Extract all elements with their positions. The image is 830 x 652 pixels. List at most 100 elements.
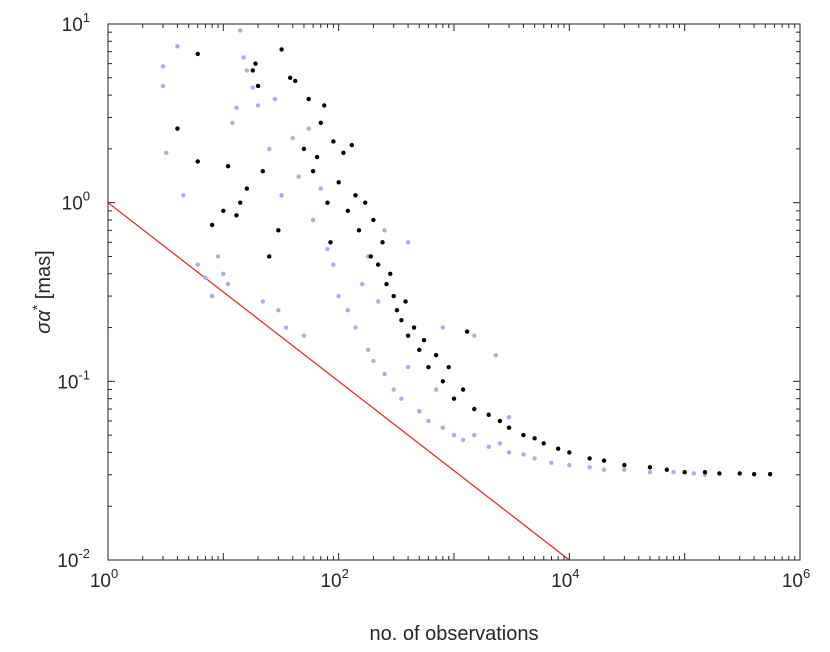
data-point <box>493 353 498 358</box>
data-point <box>587 456 592 461</box>
data-point <box>451 432 457 438</box>
data-point <box>521 432 526 438</box>
data-point <box>325 200 330 205</box>
x-tick-label-exponent: 6 <box>803 566 810 581</box>
data-point <box>203 275 208 280</box>
data-point <box>472 406 477 412</box>
x-axis-label: no. of observations <box>370 623 539 645</box>
data-point <box>237 200 243 205</box>
data-point <box>737 471 742 476</box>
data-point <box>403 299 408 304</box>
data-point <box>272 96 278 102</box>
series-1 <box>160 28 708 477</box>
data-point <box>532 436 537 441</box>
data-point <box>405 364 411 370</box>
data-point <box>451 396 457 401</box>
data-point <box>310 169 316 174</box>
data-point <box>241 55 246 60</box>
data-point <box>506 425 512 430</box>
data-point <box>328 240 333 245</box>
data-point <box>486 412 491 417</box>
data-point <box>160 83 166 89</box>
data-point <box>306 126 311 131</box>
data-point <box>160 64 166 69</box>
data-point <box>375 299 381 304</box>
data-point <box>405 240 411 245</box>
data-point <box>250 85 255 90</box>
y-tick-label: 10-2 <box>57 546 90 572</box>
data-point <box>283 325 289 330</box>
data-point <box>353 325 358 330</box>
data-point <box>301 333 307 338</box>
data-point <box>356 228 362 233</box>
data-point <box>433 387 439 392</box>
data-point <box>486 444 491 450</box>
data-point <box>345 308 350 313</box>
y-tick-label-base: 10 <box>57 372 78 393</box>
y-axis-label: σα* [mas] <box>29 250 55 333</box>
x-tick-label-exponent: 2 <box>342 566 349 581</box>
data-point <box>267 254 272 259</box>
data-point <box>460 437 466 443</box>
data-point <box>353 193 358 198</box>
x-tick-label-base: 10 <box>551 571 572 592</box>
data-point <box>209 293 215 299</box>
data-point <box>460 387 466 392</box>
data-point <box>497 418 503 424</box>
data-point <box>622 467 627 472</box>
data-point <box>209 222 215 228</box>
data-point <box>394 308 400 313</box>
data-point <box>506 450 512 455</box>
data-point <box>391 293 396 299</box>
plot-area-background <box>108 24 800 560</box>
data-point <box>221 271 226 276</box>
data-point <box>175 126 180 131</box>
data-point <box>365 347 371 353</box>
data-point <box>349 142 355 148</box>
data-point <box>417 347 422 353</box>
data-point <box>363 200 368 205</box>
data-point <box>175 44 180 49</box>
data-point <box>195 51 200 57</box>
data-point <box>234 105 239 110</box>
y-tick-label-exponent: 0 <box>83 189 90 204</box>
data-point <box>296 174 301 179</box>
data-point <box>267 146 272 152</box>
data-point <box>440 379 446 384</box>
data-point <box>587 465 592 470</box>
data-point <box>375 262 381 267</box>
y-tick-label-exponent: -2 <box>78 546 90 561</box>
data-point <box>384 281 389 287</box>
data-point <box>472 432 477 438</box>
data-point <box>388 271 393 276</box>
y-axis-label-superscript: * <box>29 304 45 310</box>
data-point <box>290 135 295 141</box>
ticks-layer <box>107 23 801 561</box>
x-tick-label: 102 <box>320 566 348 592</box>
data-point <box>215 254 221 259</box>
data-point <box>399 317 404 323</box>
data-point <box>234 213 239 218</box>
data-point <box>702 470 708 475</box>
data-point <box>767 472 773 477</box>
y-axis-label-unit: [mas] <box>33 250 55 304</box>
data-point <box>446 364 451 370</box>
data-point <box>426 364 431 370</box>
data-point <box>682 470 687 475</box>
data-point <box>464 329 470 334</box>
data-point <box>717 471 722 476</box>
y-tick-label-base: 10 <box>62 194 83 215</box>
data-point <box>322 103 327 108</box>
data-point <box>497 441 503 446</box>
data-point <box>318 120 324 125</box>
y-tick-label: 101 <box>62 10 90 36</box>
data-point <box>532 456 537 461</box>
data-point <box>371 358 376 364</box>
data-point <box>310 217 316 223</box>
data-point <box>325 246 330 252</box>
x-tick-label-base: 10 <box>320 571 341 592</box>
data-point <box>255 103 261 108</box>
data-point <box>336 293 341 299</box>
